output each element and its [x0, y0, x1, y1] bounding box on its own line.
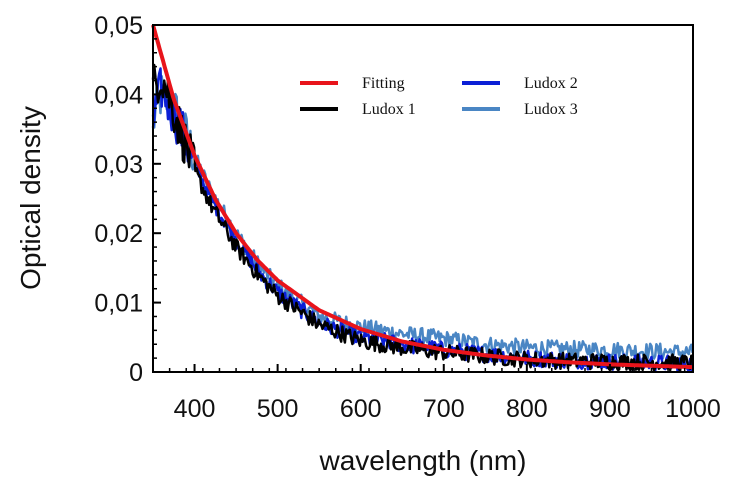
legend-label-ludox-1: Ludox 1	[362, 101, 416, 118]
x-axis-title: wavelength (nm)	[319, 445, 527, 476]
series-line-ludox-1	[151, 63, 694, 372]
y-tick-label: 0	[129, 359, 143, 387]
legend-label-ludox-3: Ludox 3	[524, 101, 578, 118]
legend-label-fitting: Fitting	[362, 75, 405, 92]
plot-frame	[152, 24, 694, 373]
series-line-fitting	[151, 24, 693, 370]
x-tick-label: 400	[174, 395, 216, 423]
x-axis: 400 500 600 700 800 900 1000	[152, 364, 721, 423]
y-tick-label: 0,02	[94, 220, 143, 248]
y-tick-label: 0,04	[94, 81, 143, 109]
y-tick-label: 0,03	[94, 151, 143, 179]
y-tick-label: 0,05	[94, 12, 143, 40]
series-layer	[151, 24, 694, 373]
x-tick-label: 500	[257, 395, 299, 423]
legend: Fitting Ludox 1 Ludox 2 Ludox 3	[300, 75, 578, 118]
legend-label-ludox-2: Ludox 2	[524, 75, 578, 92]
x-tick-label: 700	[423, 395, 465, 423]
x-tick-label: 800	[506, 395, 548, 423]
series-line-ludox-2	[151, 67, 694, 373]
x-tick-label: 1000	[665, 395, 721, 423]
x-tick-label: 900	[589, 395, 631, 423]
series-line-ludox-3	[151, 75, 694, 361]
y-axis-title: Optical density	[15, 106, 46, 290]
x-tick-label: 600	[340, 395, 382, 423]
y-tick-label: 0,01	[94, 290, 143, 318]
y-axis: 0 0,01 0,02 0,03 0,04 0,05	[94, 12, 161, 387]
